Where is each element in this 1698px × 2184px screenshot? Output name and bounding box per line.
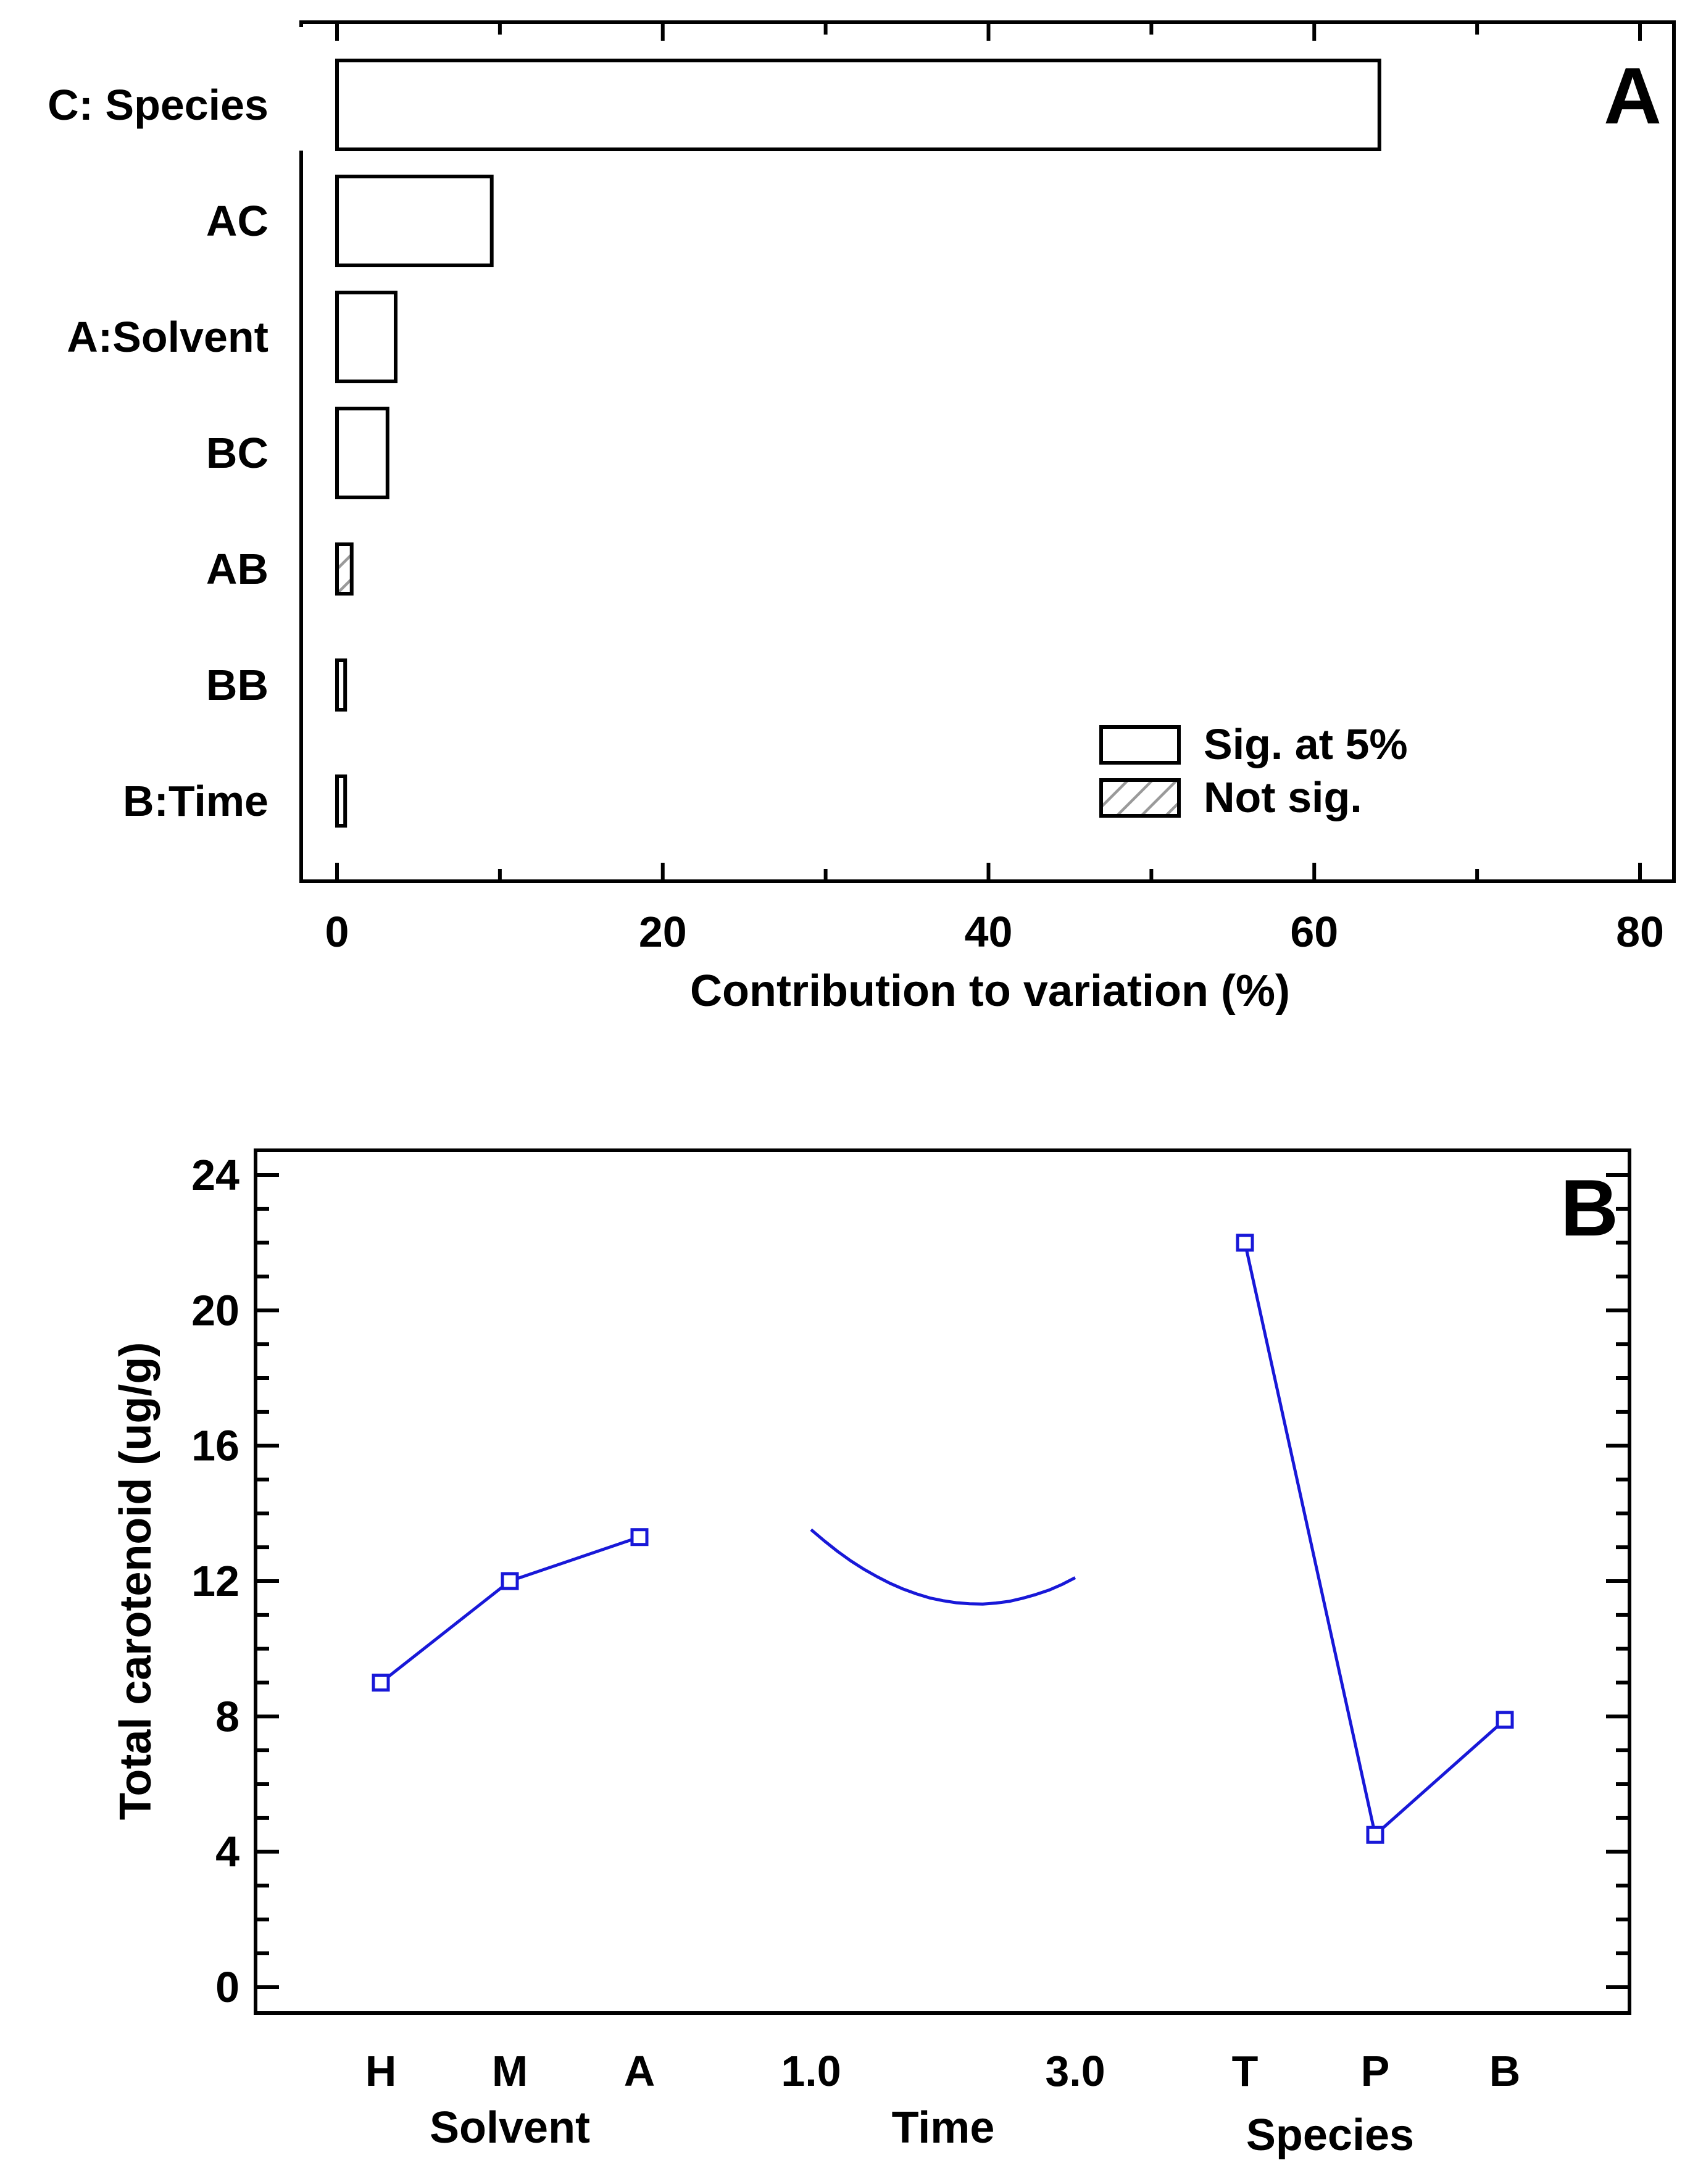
category-label-2: AC bbox=[206, 197, 268, 245]
y-tick-label: 0 bbox=[215, 1963, 239, 2011]
x-tick-label: 20 bbox=[639, 908, 687, 956]
species-tick-label: B bbox=[1489, 2047, 1521, 2095]
category-label-5: AB bbox=[206, 545, 268, 593]
y-tick-label: 8 bbox=[215, 1692, 239, 1740]
legend-swatch-sig bbox=[1099, 725, 1181, 765]
species-tick-label: T bbox=[1232, 2047, 1259, 2095]
y-tick-label: 4 bbox=[215, 1828, 239, 1876]
category-label-1: C: Species bbox=[48, 81, 268, 129]
bar-4 bbox=[335, 407, 389, 499]
category-label-7: B:Time bbox=[123, 777, 268, 825]
time-tick-label: 3.0 bbox=[1045, 2047, 1105, 2095]
species-point-2 bbox=[1366, 1825, 1384, 1844]
x-tick-label: 0 bbox=[325, 908, 349, 956]
solvent-tick-label: M bbox=[492, 2047, 528, 2095]
solvent-point-3 bbox=[630, 1528, 649, 1547]
bar-5 bbox=[335, 542, 354, 596]
species-point-3 bbox=[1496, 1711, 1514, 1729]
bar-2 bbox=[335, 175, 494, 267]
panel-b-label: B bbox=[1560, 1163, 1618, 1253]
x-tick-label: 40 bbox=[965, 908, 1013, 956]
category-label-3: A:Solvent bbox=[67, 313, 268, 361]
y-tick-label: 12 bbox=[191, 1557, 239, 1605]
legend-swatch-not-sig bbox=[1099, 778, 1181, 818]
time-tick-label: 1.0 bbox=[781, 2047, 841, 2095]
x-tick-label: 60 bbox=[1290, 908, 1338, 956]
y-tick-label: 24 bbox=[191, 1151, 239, 1199]
legend-label: Sig. at 5% bbox=[1204, 720, 1408, 768]
solvent-point-2 bbox=[501, 1572, 519, 1590]
time-line bbox=[810, 1528, 1076, 1606]
category-label-4: BC bbox=[206, 429, 268, 477]
bar-7 bbox=[335, 774, 348, 828]
solvent-tick-label: A bbox=[624, 2047, 655, 2095]
panel-a-pareto-chart: C: Species AC A:Solvent BC AB BB B:Time 0 20 40 60… bbox=[48, 20, 1676, 1016]
y-tick-label: 16 bbox=[191, 1422, 239, 1470]
bar-1 bbox=[335, 59, 1381, 151]
solvent-tick-label: H bbox=[365, 2047, 397, 2095]
solvent-factor-title: Solvent bbox=[430, 2103, 590, 2153]
category-label-6: BB bbox=[206, 661, 268, 709]
y-tick-label: 20 bbox=[191, 1286, 239, 1334]
legend-label: Not sig. bbox=[1204, 773, 1362, 821]
x-axis-title: Contribution to variation (%) bbox=[690, 966, 1290, 1016]
y-axis-title: Total carotenoid (ug/g) bbox=[111, 1342, 160, 1821]
x-tick-label: 80 bbox=[1616, 908, 1664, 956]
bar-3 bbox=[335, 291, 397, 383]
panel-b-main-effects-chart: 0 4 8 12 16 20 24 Total carotenoid (ug/g) B H M A So… bbox=[111, 1148, 1631, 2160]
species-tick-label: P bbox=[1361, 2047, 1390, 2095]
species-point-1 bbox=[1236, 1234, 1254, 1252]
species-factor-title: Species bbox=[1246, 2111, 1414, 2160]
time-factor-title: Time bbox=[892, 2103, 995, 2153]
panel-a-label: A bbox=[1604, 51, 1662, 141]
bar-6 bbox=[335, 658, 348, 712]
panel-a-frame-gap bbox=[298, 27, 304, 151]
solvent-point-1 bbox=[372, 1674, 390, 1692]
